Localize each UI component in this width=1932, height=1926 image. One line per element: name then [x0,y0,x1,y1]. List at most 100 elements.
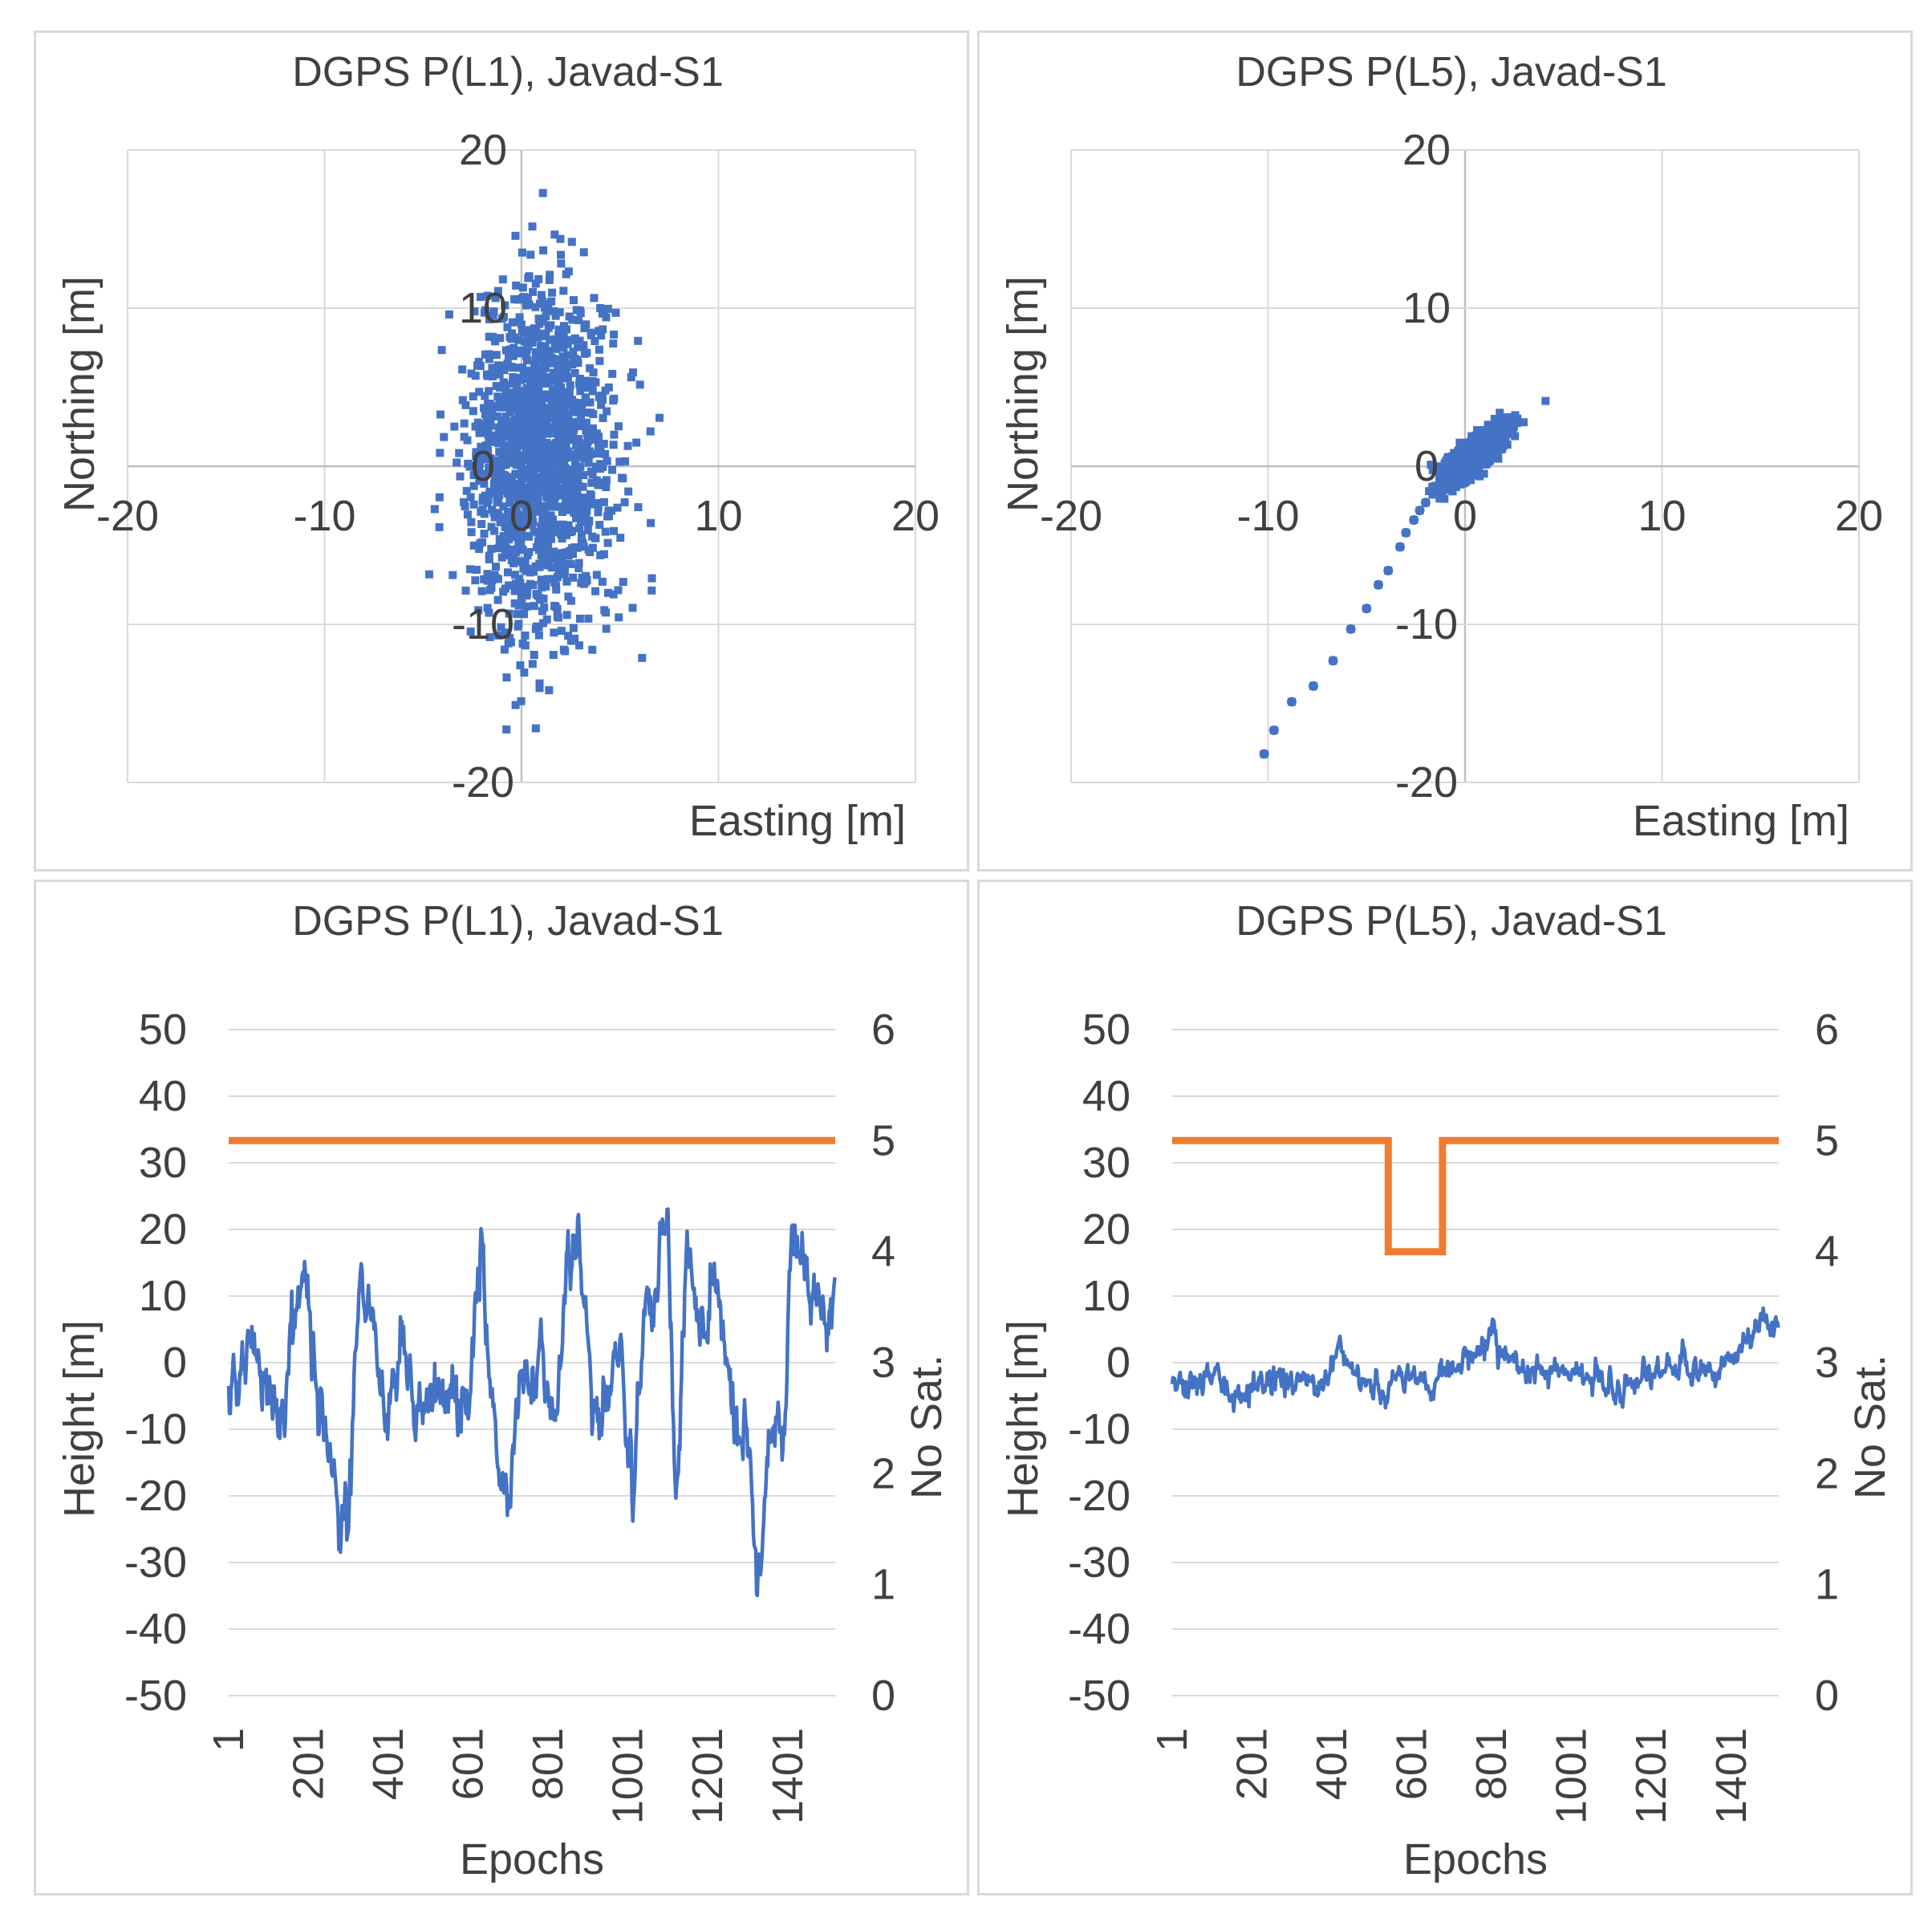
scatter-point [517,346,526,355]
scatter-point [539,441,548,450]
scatter-point [526,404,534,412]
scatter-point [537,342,546,351]
scatter-point [499,532,508,541]
scatter-point [546,404,555,413]
x-tick-label: 201 [1228,1728,1276,1800]
scatter-point [561,356,570,365]
scatter-outlier-point [1286,697,1297,707]
scatter-point [526,454,535,463]
scatter-point [581,376,590,385]
scatter-point [562,270,570,278]
scatter-point [523,583,532,591]
scatter-point [538,447,547,456]
y-tick-label: -10 [1068,1405,1130,1453]
scatter-point [575,524,584,533]
x-tick-label: 1201 [1627,1728,1675,1824]
scatter-point [601,527,610,536]
scatter-point [512,391,521,400]
height-series-line [226,1207,837,1598]
scatter-point [520,328,529,337]
scatter-point [575,336,584,345]
scatter-point [551,581,560,590]
scatter-point [1448,487,1457,496]
scatter-point [465,462,474,471]
scatter-point [538,402,546,411]
scatter-point [546,335,554,344]
scatter-point [543,557,552,566]
scatter-point [471,576,480,585]
scatter-point [554,435,563,444]
scatter-point [594,449,603,458]
scatter-point [1446,462,1455,471]
scatter-point [548,471,557,480]
scatter-point [531,303,540,311]
scatter-point [523,356,532,365]
scatter-point [564,506,573,514]
scatter-point [518,545,527,554]
scatter-point [1479,428,1488,437]
scatter-point [487,544,496,553]
scatter-point [1508,419,1517,428]
scatter-point [485,350,493,359]
scatter-point [503,359,512,368]
scatter-point [522,567,531,575]
scatter-point [497,513,506,522]
scatter-point [567,238,576,246]
scatter-point [514,545,523,554]
scatter-outlier-point [1308,681,1318,691]
y-tick-label: -50 [1068,1672,1130,1720]
scatter-point [516,661,525,670]
scatter-point [1492,419,1500,428]
scatter-point [501,522,509,531]
scatter-point [475,544,484,553]
scatter-point [580,323,589,332]
y2-tick-label: 2 [1815,1449,1839,1497]
y-tick-label: -30 [124,1538,187,1587]
y-axis-label: Height [m] [55,1320,104,1518]
scatter-point [505,498,514,507]
scatter-chart-0: DGPS P(L1), Javad-S1 -20 -10 0 10 20 20 10 0 -10 -… [55,49,940,845]
scatter-point [518,435,527,444]
scatter-point [1460,458,1469,467]
scatter-point [500,366,509,375]
scatter-point [530,465,539,473]
scatter-point [541,342,550,351]
scatter-point [597,331,606,340]
scatter-point [545,347,554,356]
scatter-point [505,408,514,416]
y-tick-label: -20 [1068,1472,1130,1520]
scatter-point [1475,472,1484,481]
scatter-point [496,384,505,392]
scatter-point [466,493,475,502]
scatter-point [551,311,560,320]
scatter-point [542,582,550,591]
scatter-point [580,349,589,358]
scatter-point [582,511,591,520]
scatter-point [538,189,547,197]
x-tick-label: 0 [509,492,534,540]
scatter-point [522,443,530,452]
scatter-point [564,559,573,568]
scatter-point [462,486,471,495]
scatter-point [584,546,593,555]
scatter-point [553,573,562,582]
scatter-point [514,601,523,610]
y-tick-label: 10 [459,284,507,332]
scatter-point [565,482,574,491]
scatter-point [1513,414,1522,423]
scatter-point [508,318,517,327]
scatter-outlier-point [1420,498,1431,508]
scatter-point [544,379,553,388]
scatter-point [517,697,526,705]
scatter-point [478,538,487,547]
scatter-point [1495,434,1504,443]
scatter-point [513,522,522,530]
scatter-point [508,522,517,531]
scatter-point [530,360,539,369]
scatter-point [542,478,551,487]
scatter-point [504,421,513,429]
scatter-point [546,373,554,382]
scatter-point [628,603,637,612]
scatter-point [594,508,603,517]
scatter-point [481,441,490,450]
